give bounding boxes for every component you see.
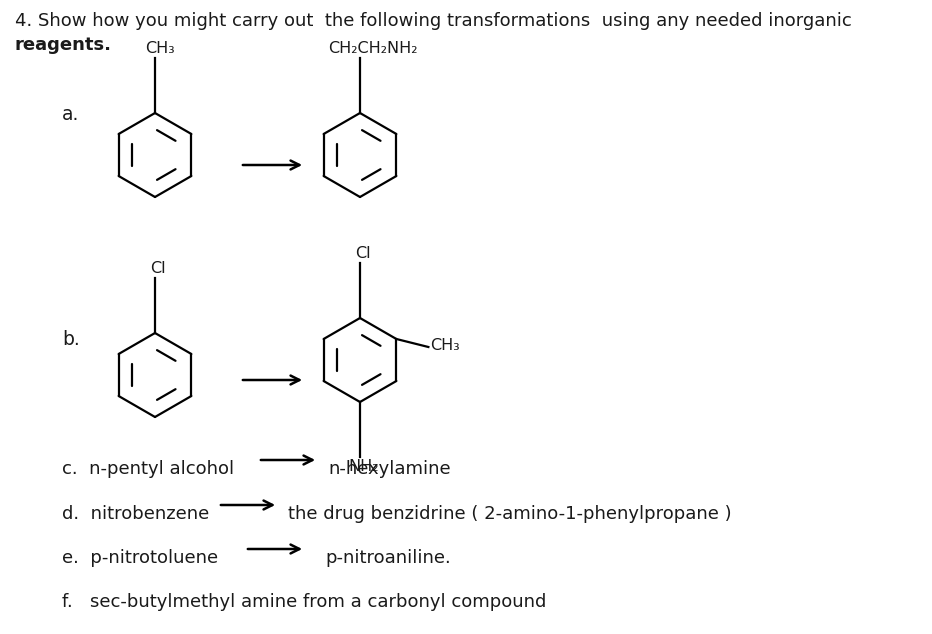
Text: Cl: Cl xyxy=(150,261,166,276)
Text: 4. Show how you might carry out  the following transformations  using any needed: 4. Show how you might carry out the foll… xyxy=(15,12,852,30)
Text: e.  p-nitrotoluene: e. p-nitrotoluene xyxy=(62,549,218,567)
Text: f.   sec-butylmethyl amine from a carbonyl compound: f. sec-butylmethyl amine from a carbonyl… xyxy=(62,593,546,611)
Text: n-hexylamine: n-hexylamine xyxy=(328,460,451,478)
Text: d.  nitrobenzene: d. nitrobenzene xyxy=(62,505,210,523)
Text: p-nitroaniline.: p-nitroaniline. xyxy=(325,549,451,567)
Text: the drug benzidrine ( 2-amino-1-phenylpropane ): the drug benzidrine ( 2-amino-1-phenylpr… xyxy=(288,505,732,523)
Text: b.: b. xyxy=(62,330,80,349)
Text: c.  n-pentyl alcohol: c. n-pentyl alcohol xyxy=(62,460,234,478)
Text: CH₂CH₂NH₂: CH₂CH₂NH₂ xyxy=(328,41,418,56)
Text: CH₃: CH₃ xyxy=(431,337,460,353)
Text: reagents.: reagents. xyxy=(15,36,112,54)
Text: CH₃: CH₃ xyxy=(145,41,175,56)
Text: a.: a. xyxy=(62,105,79,124)
Text: Cl: Cl xyxy=(355,246,371,261)
Text: NH₂: NH₂ xyxy=(348,459,378,474)
